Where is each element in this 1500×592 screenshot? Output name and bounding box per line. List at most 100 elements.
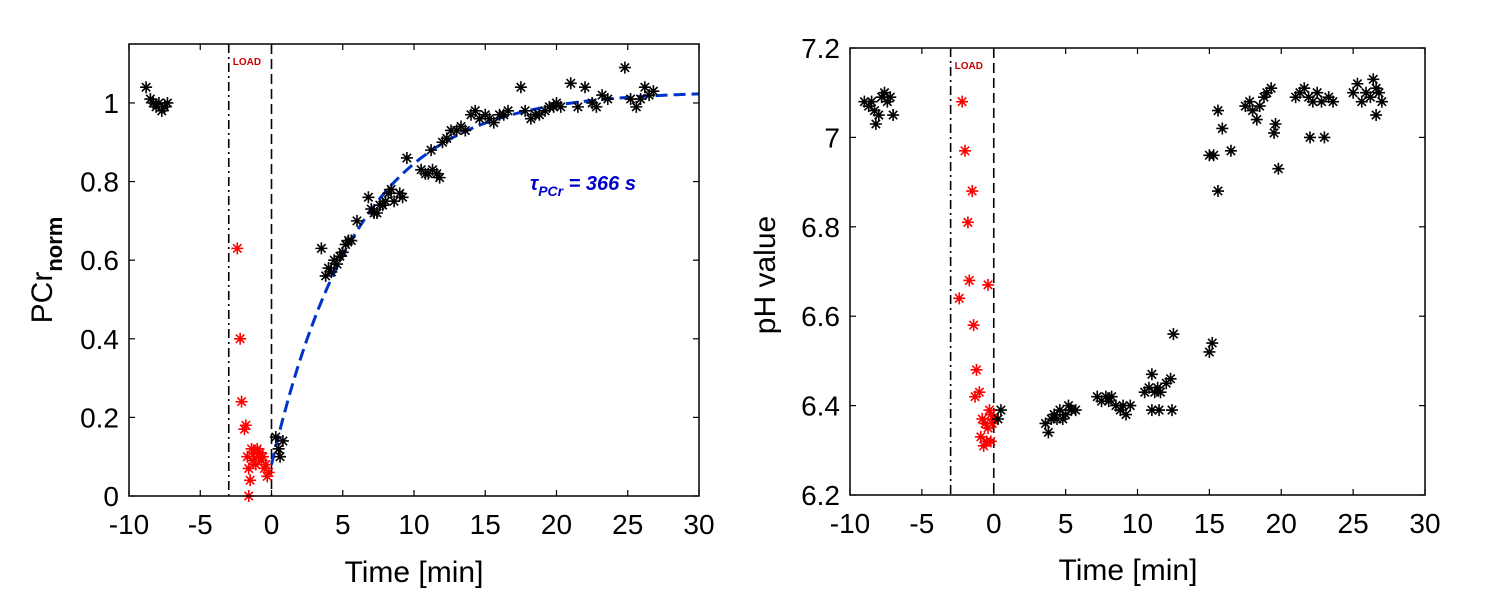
pcr-point-load (262, 466, 275, 479)
ph-point-recovery (1206, 337, 1219, 350)
ph-point-recovery (1253, 100, 1266, 113)
ph-point-load (953, 292, 966, 305)
ph-point-recovery (1039, 417, 1052, 430)
pcr-point-recovery (533, 108, 546, 121)
ph-point-rest (868, 104, 881, 117)
ph-x-tick-label: 25 (1338, 508, 1369, 539)
ph-point-load (984, 435, 997, 448)
pcr-point-load (259, 458, 272, 471)
ph-point-recovery (1367, 73, 1380, 86)
pcr-point-recovery (362, 191, 375, 204)
ph-y-axis: 6.2 6.4 6.6 6.8 7 7.2 (801, 33, 1425, 511)
ph-point-rest (881, 95, 894, 108)
pcr-plot-frame (128, 43, 700, 497)
pcr-point-recovery (325, 265, 338, 278)
ph-point-recovery (1153, 404, 1166, 417)
ph-point-rest (869, 117, 882, 130)
ph-x-tick-label: 10 (1122, 508, 1153, 539)
ph-point-recovery (1260, 86, 1273, 99)
ph-point-rest (865, 95, 878, 108)
ph-x-tick-label: 20 (1266, 508, 1297, 539)
pcr-point-recovery (400, 151, 413, 164)
pcr-point-recovery (514, 81, 527, 94)
ph-point-recovery (1164, 372, 1177, 385)
pcr-point-load (241, 450, 254, 463)
ph-point-rest (887, 109, 900, 122)
ph-point-rest (884, 91, 897, 104)
pcr-y-tick-label: 0 (103, 481, 119, 512)
pcr-point-recovery (396, 191, 409, 204)
pcr-point-load (261, 470, 274, 483)
pcr-point-recovery (579, 81, 591, 94)
ph-point-recovery (1327, 95, 1339, 108)
ph-y-tick-label: 6.2 (801, 480, 840, 511)
ph-y-tick-label: 7 (824, 122, 840, 153)
pcr-point-recovery (433, 171, 446, 184)
pcr-point-recovery (469, 104, 482, 117)
ph-point-recovery (1203, 345, 1216, 358)
pcr-point-recovery (601, 93, 614, 106)
pcr-point-recovery (319, 269, 332, 282)
pcr-point-recovery (440, 132, 453, 145)
ph-point-rest (875, 91, 888, 104)
ph-point-load (982, 278, 994, 291)
pcr-point-load (234, 332, 247, 345)
pcr-point-recovery (385, 183, 398, 196)
pcr-point-recovery (345, 234, 358, 247)
ph-point-recovery (1258, 91, 1270, 104)
pcr-x-tick-label: -5 (188, 509, 213, 540)
ph-point-recovery (1322, 91, 1335, 104)
pcr-point-recovery (331, 258, 344, 271)
pcr-y-tick-label: 0.6 (80, 245, 119, 276)
pcr-x-tick-label: 10 (398, 509, 429, 540)
ph-point-recovery (1304, 131, 1316, 144)
pcr-y-axis-label-main: PCr (26, 272, 59, 324)
ph-point-recovery (1306, 95, 1319, 108)
pcr-point-recovery (571, 100, 584, 113)
ph-point-recovery (1102, 395, 1115, 408)
ph-point-recovery (1289, 91, 1302, 104)
ph-point-recovery (1114, 404, 1127, 417)
ph-point-recovery (1224, 144, 1237, 157)
pcr-point-recovery (315, 242, 328, 255)
ph-load-label: LOAD (955, 61, 983, 72)
tau-annotation-main: τ (530, 173, 540, 195)
ph-x-tick-label: -10 (830, 508, 870, 539)
pcr-point-recovery (274, 450, 287, 463)
pcr-point-recovery (618, 61, 631, 74)
tau-annotation: τPCr = 366 s (530, 173, 636, 199)
ph-point-load (977, 439, 990, 452)
pcr-point-recovery (379, 195, 392, 208)
ph-point-recovery (1272, 162, 1285, 175)
pcr-y-tick-label: 1 (103, 88, 119, 119)
ph-point-recovery (1120, 408, 1132, 421)
pcr-point-recovery (596, 89, 609, 102)
pcr-point-recovery (502, 104, 515, 117)
ph-point-recovery (1109, 399, 1122, 412)
pcr-x-tick-label: 0 (264, 509, 280, 540)
pcr-x-tick-label: 5 (335, 509, 351, 540)
ph-point-load (982, 421, 994, 434)
ph-x-tick-label: 5 (1058, 508, 1074, 539)
ph-point-recovery (1370, 82, 1383, 95)
pcr-point-recovery (630, 100, 643, 113)
ph-point-recovery (1145, 368, 1158, 381)
ph-point-recovery (1351, 77, 1364, 90)
pcr-chart: LOAD -10 -5 0 5 10 15 20 25 30 0 0.2 0.4 0.6 0.8 1 Ti… (26, 43, 715, 589)
ph-y-axis-label: pH value (749, 216, 782, 334)
ph-point-load (973, 386, 986, 399)
ph-y-tick-label: 6.4 (801, 391, 840, 422)
ph-point-recovery (1117, 399, 1130, 412)
pcr-point-load (231, 242, 244, 255)
ph-point-load (963, 274, 976, 287)
pcr-y-tick-label: 0.8 (80, 167, 119, 198)
tau-annotation-sub: PCr (538, 183, 564, 199)
pcr-point-load (244, 474, 257, 487)
pcr-x-tick-label: 25 (612, 509, 643, 540)
ph-point-recovery (1154, 386, 1167, 399)
ph-point-recovery (1160, 377, 1173, 390)
pcr-y-axis: 0 0.2 0.4 0.6 0.8 1 (80, 88, 699, 512)
pcr-y-axis-label-sub: norm (42, 217, 67, 272)
pcr-point-recovery (336, 246, 349, 259)
